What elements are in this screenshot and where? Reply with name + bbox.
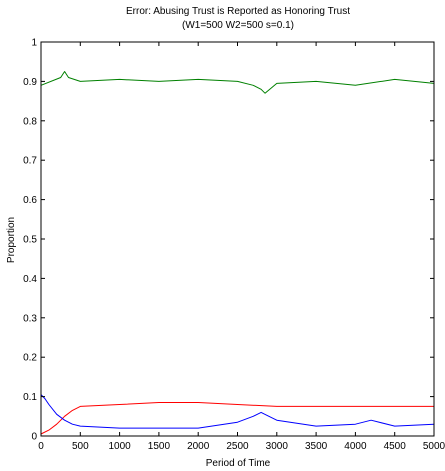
plot-area-frame xyxy=(40,41,435,437)
x-tick-label: 2000 xyxy=(187,441,210,452)
x-tick-label: 3500 xyxy=(305,441,328,452)
x-tick-label: 2500 xyxy=(226,441,249,452)
series-line-3 xyxy=(40,394,435,429)
y-tick-label: 0.7 xyxy=(23,156,37,167)
ticks-layer: 0 500 1000 1500 2000 2500 3000 3500 4000 4500 5000… xyxy=(23,38,445,453)
y-tick-label: 1 xyxy=(31,38,37,49)
series-line-2 xyxy=(40,402,434,435)
x-tick-label: 500 xyxy=(72,441,89,452)
x-tick-label: 1000 xyxy=(108,441,131,452)
y-tick-label: 0.8 xyxy=(23,116,37,127)
y-tick-label: 0.1 xyxy=(23,392,37,403)
x-tick-label: 1500 xyxy=(148,441,171,452)
y-tick-label: 0 xyxy=(31,432,37,443)
x-tick-label: 3000 xyxy=(266,441,289,452)
series-layer xyxy=(40,71,435,435)
y-tick-label: 0.2 xyxy=(23,353,37,364)
y-tick-label: 0.3 xyxy=(23,313,37,324)
series-line-1 xyxy=(40,71,435,94)
x-tick-label: 0 xyxy=(38,441,44,452)
y-tick-label: 0.9 xyxy=(23,77,37,88)
chart-title: Error: Abusing Trust is Reported as Hono… xyxy=(126,6,350,17)
y-axis-label: Proportion xyxy=(6,217,17,263)
x-tick-label: 4500 xyxy=(384,441,407,452)
x-axis-label: Period of Time xyxy=(206,458,271,469)
y-tick-label: 0.4 xyxy=(23,274,37,285)
chart-subtitle: (W1=500 W2=500 s=0.1) xyxy=(182,20,294,31)
y-tick-label: 0.6 xyxy=(23,195,37,206)
x-tick-label: 5000 xyxy=(423,441,445,452)
x-tick-label: 4000 xyxy=(344,441,367,452)
y-tick-label: 0.5 xyxy=(23,235,37,246)
